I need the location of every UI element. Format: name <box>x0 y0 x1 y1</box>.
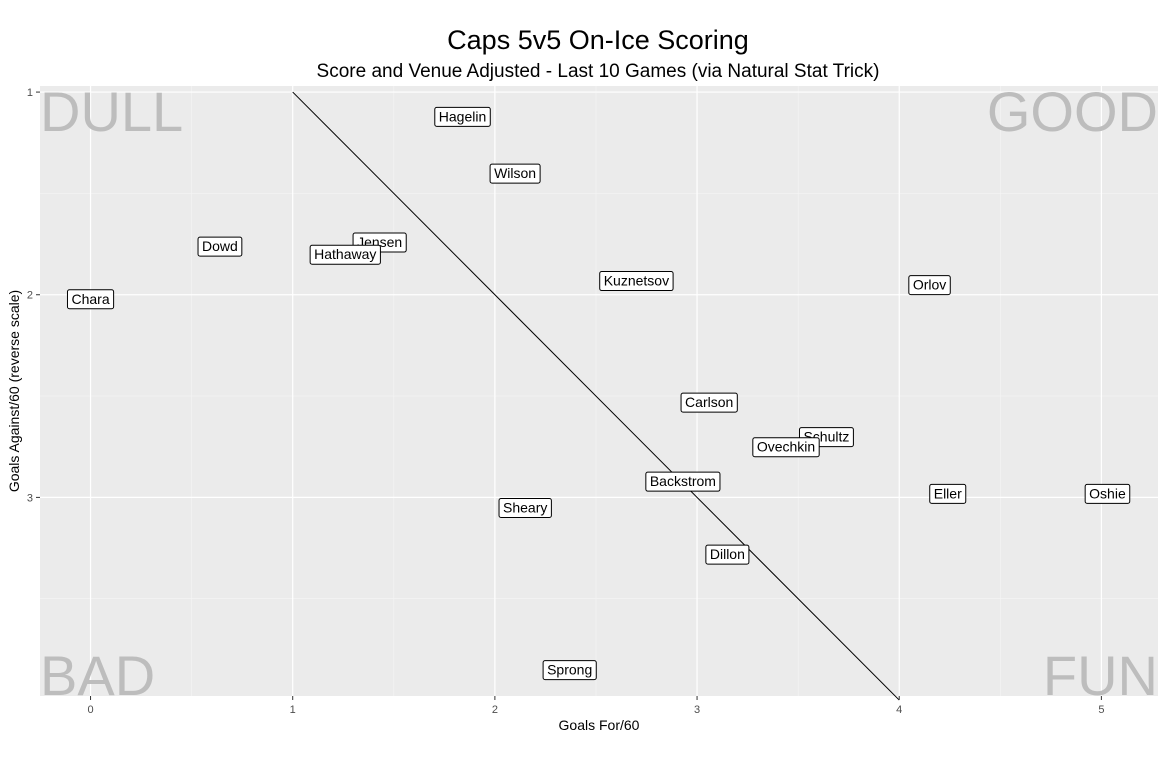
chart-title: Caps 5v5 On-Ice Scoring <box>447 25 749 55</box>
point-label-box <box>309 244 381 265</box>
point-label-kuznetsov: Kuznetsov <box>599 271 674 292</box>
y-tick-label: 2 <box>27 290 33 302</box>
point-label-text: Eller <box>934 485 962 501</box>
quadrant-label-dull: DULL <box>40 80 183 143</box>
point-label-box <box>489 163 541 184</box>
grid-major <box>40 86 1158 696</box>
point-label-text: Hathaway <box>314 246 376 262</box>
point-label-backstrom: Backstrom <box>645 471 721 492</box>
point-label-box <box>542 660 597 681</box>
x-axis-title: Goals For/60 <box>559 717 640 733</box>
reference-line <box>292 91 900 701</box>
plot-panel <box>40 86 1158 696</box>
point-label-box <box>680 392 738 413</box>
point-label-hathaway: Hathaway <box>309 244 381 265</box>
point-label-oshie: Oshie <box>1084 483 1131 504</box>
point-label-text: Hagelin <box>439 108 486 124</box>
x-tick-label: 5 <box>1098 704 1104 716</box>
point-label-box <box>197 236 243 257</box>
point-label-dowd: Dowd <box>197 236 243 257</box>
point-label-box <box>434 106 491 127</box>
point-label-wilson: Wilson <box>489 163 541 184</box>
point-label-sheary: Sheary <box>498 498 552 519</box>
point-label-box <box>908 275 951 296</box>
point-label-text: Oshie <box>1089 485 1126 501</box>
point-label-eller: Eller <box>929 483 967 504</box>
point-label-text: Orlov <box>913 277 946 293</box>
point-label-text: Carlson <box>685 394 733 410</box>
point-label-box <box>645 471 721 492</box>
point-label-dillon: Dillon <box>705 544 750 565</box>
point-label-text: Chara <box>71 291 109 307</box>
y-tick-label: 3 <box>27 492 33 504</box>
y-axis-title: Goals Against/60 (reverse scale) <box>6 290 22 492</box>
point-label-box <box>705 544 750 565</box>
x-tick-label: 1 <box>290 704 296 716</box>
point-label-text: Sprong <box>547 662 592 678</box>
point-label-ovechkin: Ovechkin <box>752 437 820 458</box>
point-label-text: Sheary <box>503 500 547 516</box>
y-tick-label: 1 <box>27 87 33 99</box>
point-label-box <box>599 271 674 292</box>
point-label-text: Dillon <box>710 546 745 562</box>
point-label-box <box>1084 483 1131 504</box>
point-label-box <box>929 483 967 504</box>
point-label-text: Dowd <box>202 238 238 254</box>
quadrant-label-fun: FUN <box>1043 644 1158 707</box>
point-label-carlson: Carlson <box>680 392 738 413</box>
chart-subtitle: Score and Venue Adjusted - Last 10 Games… <box>317 61 880 82</box>
point-label-box <box>498 498 552 519</box>
x-tick-label: 2 <box>492 704 498 716</box>
y-axis-ticks: 1 2 3 <box>27 87 40 504</box>
point-label-chara: Chara <box>66 289 115 310</box>
point-label-box <box>66 289 115 310</box>
point-label-sprong: Sprong <box>542 660 597 681</box>
point-label-text: Wilson <box>494 165 536 181</box>
quadrant-label-good: GOOD <box>987 80 1158 143</box>
x-tick-label: 4 <box>896 704 902 716</box>
x-tick-label: 0 <box>87 704 93 716</box>
quadrant-label-bad: BAD <box>40 644 155 707</box>
grid-minor <box>40 86 1158 696</box>
point-label-hagelin: Hagelin <box>434 106 491 127</box>
point-label-text: Kuznetsov <box>604 273 669 289</box>
point-label-orlov: Orlov <box>908 275 951 296</box>
point-label-text: Backstrom <box>650 473 716 489</box>
x-tick-label: 3 <box>694 704 700 716</box>
point-label-text: Ovechkin <box>757 439 815 455</box>
x-axis-ticks: 0 1 2 3 4 5 <box>87 696 1104 716</box>
point-label-box <box>752 437 820 458</box>
